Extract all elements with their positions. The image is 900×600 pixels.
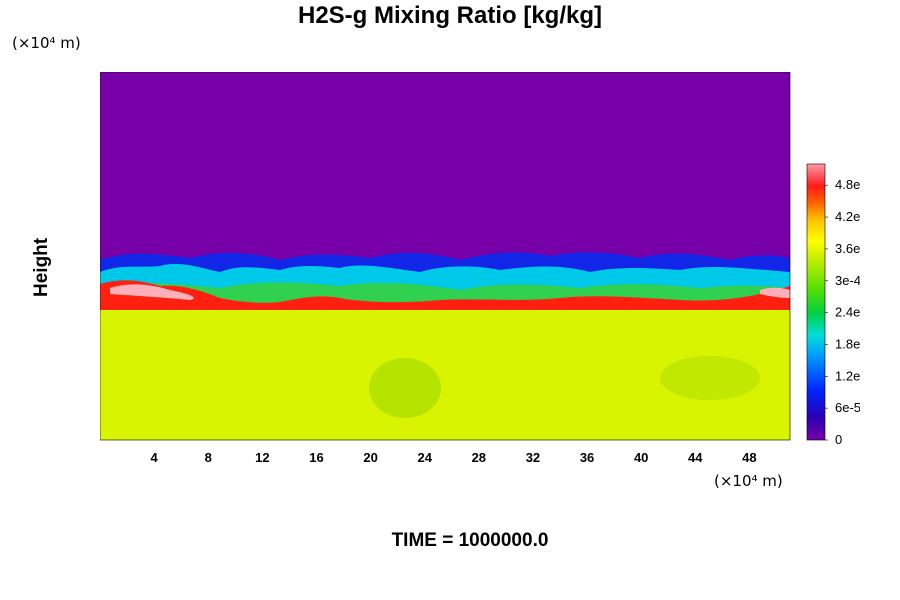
y-axis-unit: (×10⁴ m) — [12, 34, 81, 52]
x-tick-label: 36 — [580, 450, 594, 465]
x-tick-label: 20 — [363, 450, 377, 465]
interface-red-streak — [100, 280, 790, 310]
colorbar-tick-label: 2.4e-4 — [835, 305, 860, 320]
x-axis-unit: (×10⁴ m) — [714, 472, 783, 490]
colorbar-tick-label: 1.2e-4 — [835, 368, 860, 383]
x-axis-ticks: 4 8 12 16 20 24 28 32 36 40 44 48 — [151, 450, 757, 465]
x-tick-label: 12 — [255, 450, 269, 465]
colorbar-tick-label: 3e-4 — [835, 273, 860, 288]
x-tick-label: 4 — [151, 450, 159, 465]
x-tick-label: 28 — [472, 450, 486, 465]
x-tick-label: 24 — [417, 450, 432, 465]
x-tick-label: 32 — [526, 450, 540, 465]
interface-pink-core — [110, 284, 790, 300]
chart-title: H2S-g Mixing Ratio [kg/kg] — [297, 2, 602, 29]
colorbar — [806, 163, 826, 441]
colorbar-tick-label: 0 — [835, 432, 842, 447]
x-tick-label: 44 — [688, 450, 703, 465]
x-tick-label: 8 — [205, 450, 212, 465]
colorbar-ticks: 0 6e-5 1.2e-4 1.8e-4 2.4e-4 3e-4 3.6e-4 4.2e-4 4… — [825, 177, 860, 447]
lower-blob-1 — [369, 358, 441, 418]
colorbar-tick-label: 4.2e-4 — [835, 209, 860, 224]
colorbar-tick-label: 3.6e-4 — [835, 241, 860, 256]
x-tick-label: 48 — [742, 450, 756, 465]
time-footer: TIME = 1000000.0 — [391, 530, 549, 551]
field-image — [100, 72, 790, 440]
plot-frame — [100, 72, 791, 441]
lower-blob-2 — [660, 356, 760, 400]
x-tick-label: 16 — [309, 450, 323, 465]
colorbar-tick-label: 4.8e-4 — [835, 177, 860, 192]
y-axis-label: Height — [31, 237, 52, 297]
colorbar-tick-label: 6e-5 — [835, 400, 860, 415]
colorbar-tick-label: 1.8e-4 — [835, 336, 860, 351]
x-tick-label: 40 — [634, 450, 648, 465]
